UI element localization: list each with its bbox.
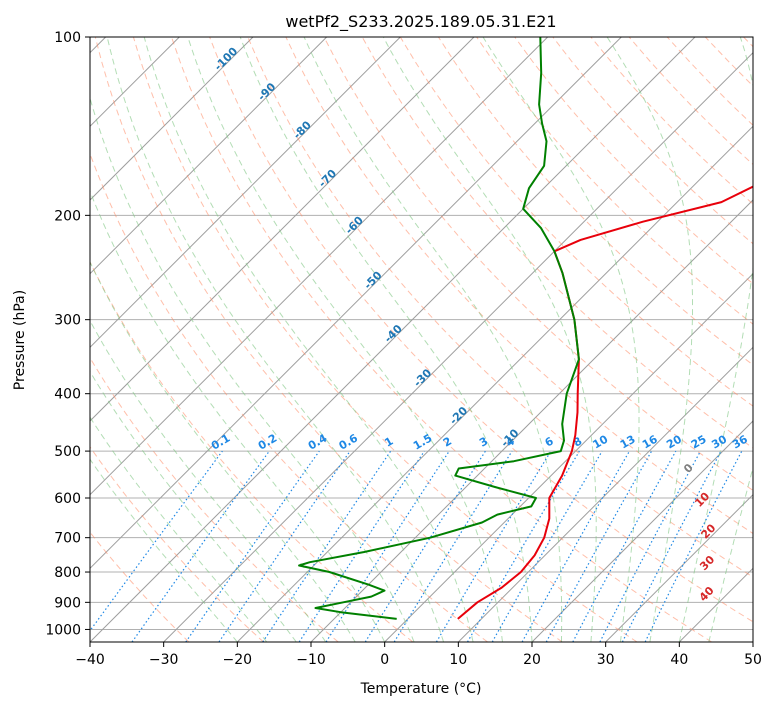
chart-title: wetPf2_S233.2025.189.05.31.E21	[285, 12, 556, 32]
plot-area: 0.1 0.2 0.4 0.6 1 1.5 2 3 4 6 8 10 13 16 20 25 30 36-100-…	[90, 37, 753, 642]
y-tick-label: 400	[54, 387, 81, 403]
dry-adiabat	[94, 37, 563, 642]
moist-adiabat	[90, 319, 327, 642]
skewed-isotherm	[90, 37, 622, 570]
dry-adiabat	[247, 37, 753, 578]
x-tick-label: −20	[223, 652, 253, 668]
skewed-isotherm	[531, 420, 753, 642]
dry-adiabat	[514, 37, 753, 285]
moist-adiabat	[239, 37, 533, 642]
dry-adiabat	[90, 446, 264, 642]
plot-frame	[89, 36, 754, 643]
mixing-ratio-line	[325, 450, 450, 642]
mixing-ratio-line	[545, 450, 653, 642]
y-tick-label: 900	[54, 595, 81, 611]
skewed-isotherm	[90, 37, 254, 201]
dry-adiabat	[90, 356, 339, 642]
moist-adiabat	[90, 370, 297, 642]
moist-adiabat	[187, 37, 503, 642]
skewed-isotherm	[163, 51, 753, 642]
moist-adiabat	[382, 37, 597, 642]
dry-adiabat	[132, 37, 638, 642]
y-tick-label: 300	[54, 313, 81, 329]
moist-adiabat	[708, 465, 753, 642]
mixing-ratio-line	[262, 450, 392, 642]
x-tick-label: −10	[296, 652, 326, 668]
skewed-isotherm	[236, 125, 753, 642]
skewed-isotherm	[90, 37, 328, 275]
mixing-ratio-lines	[90, 450, 743, 642]
profile-series	[298, 37, 753, 620]
moist-adiabat	[606, 37, 693, 642]
x-axis-label: Temperature (°C)	[360, 681, 482, 697]
moist-adiabat	[482, 37, 640, 642]
skewed-isotherm	[90, 37, 549, 496]
skewed-isotherm	[457, 346, 753, 642]
moist-adiabat	[678, 37, 753, 642]
skewed-isotherm	[90, 37, 475, 422]
mixing-ratio-line	[185, 450, 320, 642]
mixing-ratio-line	[131, 450, 270, 642]
x-tick-label: 10	[449, 652, 467, 668]
skewed-isotherm	[90, 37, 696, 642]
y-tick-label: 1000	[45, 622, 81, 638]
dry-adiabat	[476, 37, 753, 325]
x-tick-label: 40	[670, 652, 688, 668]
x-tick-label: 0	[380, 652, 389, 668]
mixing-ratio-line	[298, 450, 425, 642]
pressure-gridlines	[90, 37, 753, 630]
dewpoint-profile-line	[298, 37, 580, 620]
x-tick-label: 50	[744, 652, 762, 668]
y-axis-label: Pressure (hPa)	[12, 290, 28, 390]
mixing-ratio-line	[393, 450, 513, 642]
mixing-ratio-line	[521, 450, 631, 642]
y-tick-label: 200	[54, 208, 81, 224]
moist-adiabat	[90, 260, 356, 642]
x-tick-label: 30	[597, 652, 615, 668]
y-tick-label: 800	[54, 565, 81, 581]
moist-adiabat	[90, 458, 238, 642]
mixing-ratio-line	[218, 450, 351, 642]
dry-adiabat	[285, 37, 753, 535]
moist-adiabat	[90, 96, 415, 642]
plot-background	[90, 37, 753, 642]
y-tick-label: 100	[54, 30, 81, 46]
mixing-ratio-line	[90, 450, 223, 632]
mixing-ratio-line	[572, 450, 677, 642]
y-tick-label: 500	[54, 444, 81, 460]
dry-adiabat	[209, 37, 753, 623]
moist-adiabats	[90, 37, 753, 642]
mixing-ratio-line	[644, 450, 743, 642]
x-axis-ticks: −40 −30 −20 −10 0 10 20 30 40 50	[75, 642, 762, 668]
moist-adiabat	[106, 37, 445, 642]
moist-adiabat	[90, 189, 386, 642]
x-tick-label: −40	[75, 652, 105, 668]
y-tick-label: 700	[54, 531, 81, 547]
y-axis-ticks: 100 200 300 400 500 600 700 800 900 1000	[45, 30, 90, 638]
skewed-isotherms	[90, 37, 753, 642]
moist-adiabat	[90, 416, 268, 642]
moist-adiabat	[303, 37, 563, 642]
skewed-isotherm	[90, 37, 401, 349]
y-tick-label: 600	[54, 491, 81, 507]
skewed-isotherm	[384, 272, 753, 642]
dry-adiabat	[323, 37, 753, 491]
moist-adiabat	[143, 37, 474, 642]
skewed-isotherm	[605, 493, 753, 642]
x-tick-label: 20	[523, 652, 541, 668]
x-tick-label: −30	[149, 652, 179, 668]
